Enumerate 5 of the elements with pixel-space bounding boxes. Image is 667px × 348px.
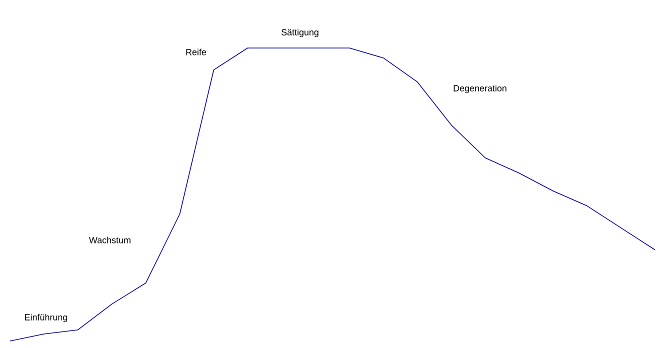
- annotation: Wachstum: [89, 236, 130, 244]
- annotation: Degeneration: [454, 84, 506, 94]
- annotation: Einführung: [25, 314, 68, 322]
- annotation: Reife: [186, 48, 206, 56]
- text: Sättigung: [281, 28, 318, 38]
